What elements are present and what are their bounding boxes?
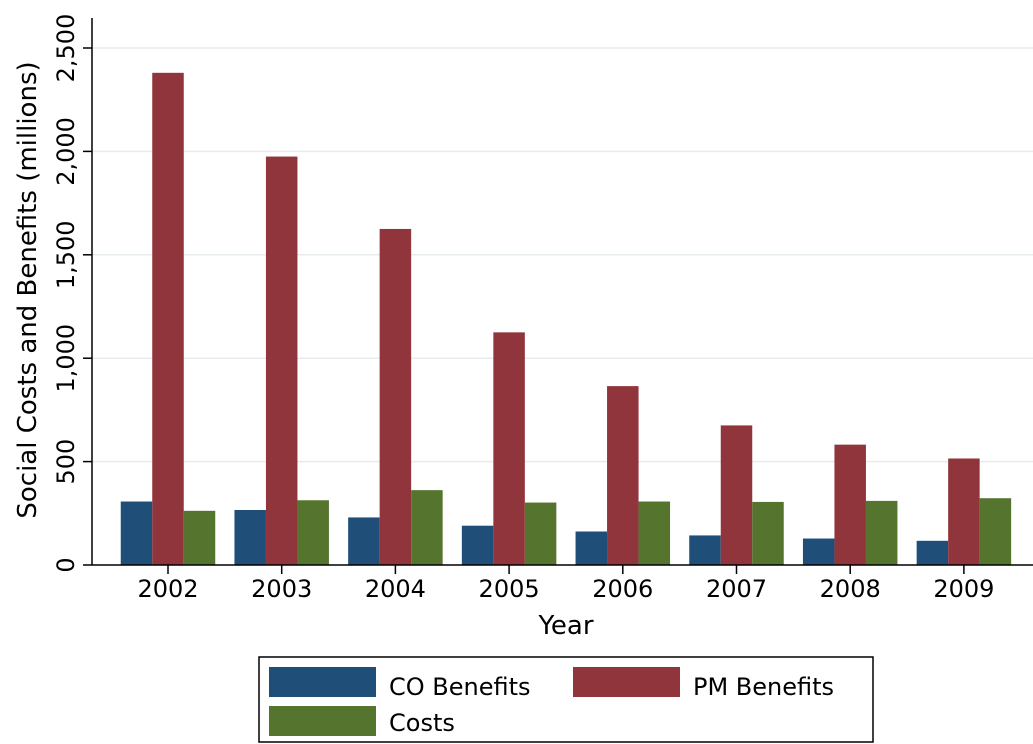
- bar-co-benefits-2004: [348, 517, 380, 565]
- x-tick-label: 2007: [706, 575, 767, 603]
- bar-co-benefits-2003: [234, 509, 266, 565]
- bar-pm-benefits-2005: [493, 332, 525, 565]
- bar-co-benefits-2006: [575, 531, 608, 565]
- legend-swatch-costs: [269, 706, 376, 736]
- bar-costs-2003: [297, 500, 329, 565]
- bar-pm-benefits-2004: [379, 228, 412, 565]
- y-tick-label: 0: [52, 557, 80, 572]
- bar-co-benefits-2002: [120, 501, 153, 565]
- legend: CO Benefits PM Benefits Costs: [258, 656, 874, 743]
- bar-costs-2006: [638, 501, 671, 565]
- gridlines: [92, 47, 1033, 463]
- bars: [120, 72, 1012, 565]
- x-tick-label: 2002: [137, 575, 198, 603]
- y-ticks: 0 500 1,000 1,500 2,000 2,500: [52, 14, 92, 573]
- bar-pm-benefits-2006: [607, 386, 639, 565]
- bar-costs-2009: [979, 498, 1012, 565]
- x-tick-label: 2005: [479, 575, 540, 603]
- legend-swatch-co-benefits: [269, 667, 376, 697]
- x-tick-label: 2004: [365, 575, 426, 603]
- y-tick-label: 2,500: [52, 14, 80, 83]
- bar-costs-2008: [865, 500, 898, 565]
- x-ticks: 2002 2003 2004 2005 2006 2007 2008 2009: [137, 565, 994, 603]
- y-tick-label: 1,000: [52, 324, 80, 393]
- x-tick-label: 2003: [251, 575, 312, 603]
- legend-label-pm-benefits: PM Benefits: [693, 673, 834, 701]
- axes: [91, 18, 1033, 566]
- bar-pm-benefits-2009: [948, 458, 980, 565]
- y-axis-title: Social Costs and Benefits (millions): [13, 61, 43, 518]
- x-axis-title: Year: [537, 611, 593, 641]
- bar-costs-2004: [411, 490, 443, 565]
- y-tick-label: 1,500: [52, 220, 80, 289]
- bar-pm-benefits-2002: [152, 72, 184, 565]
- legend-swatch-pm-benefits: [573, 667, 680, 697]
- bar-pm-benefits-2008: [834, 444, 866, 565]
- legend-label-costs: Costs: [389, 709, 455, 737]
- bar-pm-benefits-2007: [720, 425, 753, 565]
- x-tick-label: 2009: [933, 575, 994, 603]
- y-tick-label: 500: [52, 439, 80, 485]
- x-tick-label: 2008: [820, 575, 881, 603]
- bar-costs-2007: [752, 501, 784, 565]
- bar-costs-2002: [183, 510, 216, 565]
- bar-costs-2005: [524, 502, 557, 565]
- bar-co-benefits-2009: [916, 540, 949, 565]
- bar-co-benefits-2007: [689, 535, 721, 565]
- y-tick-label: 2,000: [52, 117, 80, 186]
- bar-co-benefits-2008: [802, 538, 835, 565]
- bar-co-benefits-2005: [461, 525, 494, 565]
- x-tick-label: 2006: [592, 575, 653, 603]
- bar-pm-benefits-2003: [265, 156, 298, 565]
- legend-label-co-benefits: CO Benefits: [389, 673, 531, 701]
